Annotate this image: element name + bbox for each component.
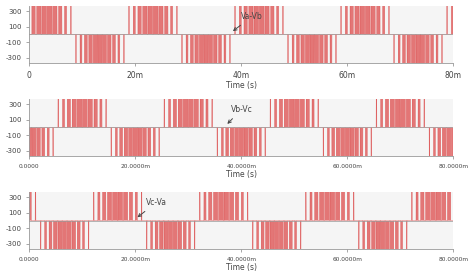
X-axis label: Time (s): Time (s) <box>226 264 257 272</box>
X-axis label: Time (s): Time (s) <box>226 81 257 90</box>
Text: Vb-Vc: Vb-Vc <box>228 105 253 123</box>
Text: Vc-Va: Vc-Va <box>138 198 167 217</box>
Text: Va-Vb: Va-Vb <box>234 12 263 31</box>
X-axis label: Time (s): Time (s) <box>226 170 257 179</box>
